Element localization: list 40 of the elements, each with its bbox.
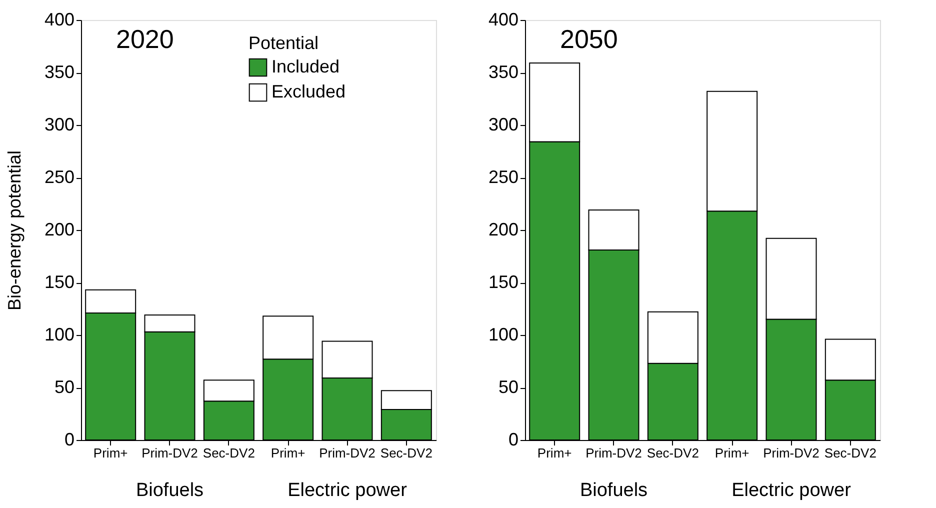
- text: Biofuels: [136, 480, 204, 501]
- x-tick-label: Sec-DV2: [202, 446, 255, 460]
- y-tick-label: 200: [44, 220, 74, 240]
- legend-label: Excluded: [272, 82, 346, 102]
- y-tick-label: 250: [488, 167, 518, 187]
- y-axis-title: Bio-energy potential: [4, 150, 24, 311]
- x-tick-label: Prim-DV2: [142, 446, 198, 460]
- text: Biofuels: [580, 480, 648, 501]
- y-tick-label: 150: [44, 272, 74, 292]
- y-tick-label: 100: [44, 324, 74, 344]
- chart-title: 2050: [560, 24, 618, 54]
- legend-title: Potential: [248, 33, 319, 53]
- legend-label: Included: [272, 56, 340, 76]
- chart-title: 2020: [116, 24, 174, 54]
- text: Electric power: [732, 480, 852, 501]
- y-tick-label: 400: [488, 10, 518, 30]
- y-tick-label: 350: [44, 62, 74, 82]
- y-tick-label: 250: [44, 167, 74, 187]
- y-tick-label: 0: [64, 430, 74, 450]
- y-tick-label: 0: [508, 430, 518, 450]
- x-tick-label: Sec-DV2: [380, 446, 432, 460]
- y-tick-label: 150: [488, 272, 518, 292]
- y-tick-label: 300: [44, 114, 74, 134]
- x-tick-label: Prim+: [270, 446, 306, 460]
- x-tick-label: Prim-DV2: [586, 446, 642, 460]
- y-tick-label: 300: [488, 114, 518, 134]
- y-tick-label: 50: [54, 377, 74, 397]
- y-tick-label: 200: [488, 220, 518, 240]
- text: Electric power: [288, 480, 408, 501]
- x-tick-label: Sec-DV2: [824, 446, 876, 460]
- y-tick-label: 400: [44, 10, 74, 30]
- y-tick-label: 100: [488, 324, 518, 344]
- x-tick-label: Prim+: [93, 446, 128, 460]
- x-tick-label: Prim+: [714, 446, 750, 460]
- y-tick-label: 350: [488, 62, 518, 82]
- y-tick-label: 50: [498, 377, 518, 397]
- x-tick-label: Sec-DV2: [646, 446, 699, 460]
- x-tick-label: Prim+: [537, 446, 572, 460]
- x-tick-label: Prim-DV2: [319, 446, 376, 460]
- x-tick-label: Prim-DV2: [763, 446, 820, 460]
